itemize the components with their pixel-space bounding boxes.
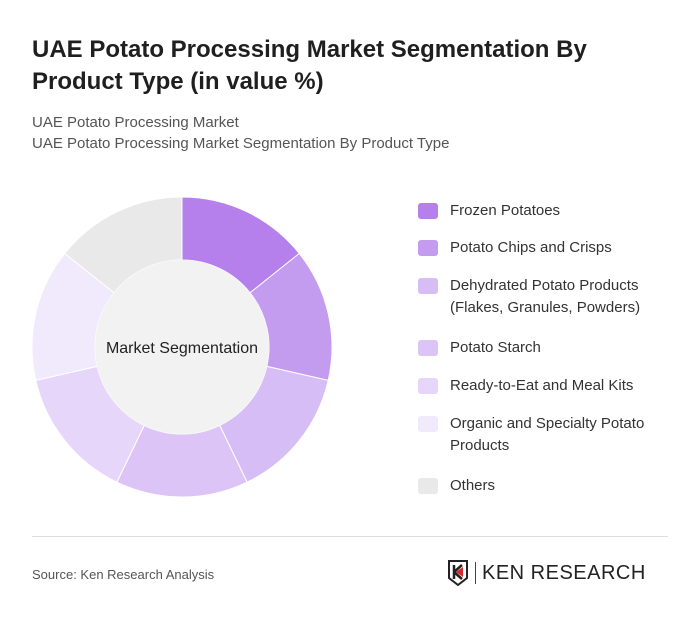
legend-swatch [418,240,438,256]
donut-center [95,260,269,434]
ken-research-logo: KEN RESEARCH [447,560,646,586]
legend-label: Organic and Specialty Potato Products [450,415,645,454]
legend-label: Potato Chips and Crisps [450,239,612,256]
legend-label: Frozen Potatoes [450,202,561,219]
legend-item: Frozen Potatoes [418,200,560,222]
legend-item: Others [418,475,495,497]
legend-item: Ready-to-Eat and Meal Kits [418,375,633,397]
center-label: Market Segmentation [106,340,258,357]
legend-swatch [418,478,438,494]
legend-label: Dehydrated Potato Products (Flakes, Granu… [450,277,641,316]
logo-icon [448,560,468,586]
legend-label: Ready-to-Eat and Meal Kits [450,377,634,394]
legend-item: Potato Starch [418,337,541,359]
divider [32,536,668,537]
donut-chart: Market Segmentation [31,196,333,498]
chart-title: UAE Potato Processing Market Segmentatio… [32,36,587,95]
legend-swatch [418,278,438,294]
source-note: Source: Ken Research Analysis [32,567,215,582]
legend-swatch [418,378,438,394]
logo-text: KEN RESEARCH [482,561,646,584]
legend-item: Potato Chips and Crisps [418,237,612,259]
legend-label: Potato Starch [450,339,541,356]
legend-swatch [418,340,438,356]
subtitle: UAE Potato Processing Market [32,114,239,131]
legend-item: Dehydrated Potato Products (Flakes, Granu… [418,275,640,319]
legend-item: Organic and Specialty Potato Products [418,413,644,457]
subtitle-2: UAE Potato Processing Market Segmentatio… [32,135,450,152]
legend-label: Others [450,477,496,494]
legend-swatch [418,416,438,432]
legend-swatch [418,203,438,219]
